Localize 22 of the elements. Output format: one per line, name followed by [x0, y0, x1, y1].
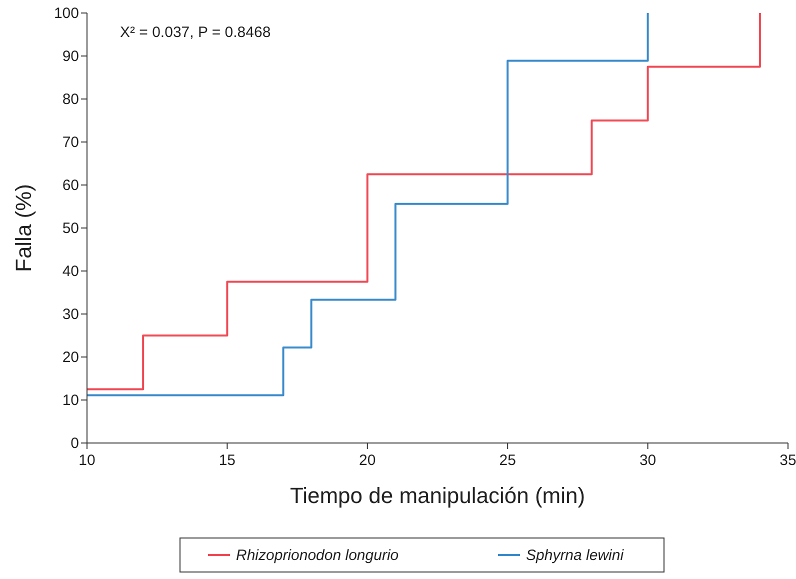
x-tick-label: 35: [780, 452, 796, 469]
y-tick-label: 20: [62, 349, 79, 366]
x-tick-label: 20: [359, 452, 376, 469]
y-tick-label: 50: [62, 220, 79, 237]
x-tick-label: 15: [218, 452, 236, 469]
y-tick-label: 40: [62, 263, 79, 280]
y-tick-label: 100: [54, 5, 79, 22]
legend-label: Sphyrna lewini: [526, 547, 624, 564]
y-axis-title: Falla (%): [11, 184, 36, 272]
x-tick-label: 30: [639, 452, 656, 469]
x-tick-label: 10: [78, 452, 96, 469]
y-tick-label: 30: [62, 306, 79, 323]
y-tick-label: 0: [70, 435, 79, 452]
x-axis-title: Tiempo de manipulación (min): [290, 483, 586, 508]
legend-label: Rhizoprionodon longurio: [236, 547, 399, 564]
annotation: X² = 0.037, P = 0.8468: [120, 24, 271, 41]
y-tick-label: 60: [62, 177, 79, 194]
y-tick-label: 90: [62, 48, 79, 65]
x-tick-label: 25: [499, 452, 516, 469]
y-tick-label: 10: [62, 392, 79, 409]
y-tick-label: 80: [62, 91, 79, 108]
y-tick-label: 70: [62, 134, 79, 151]
